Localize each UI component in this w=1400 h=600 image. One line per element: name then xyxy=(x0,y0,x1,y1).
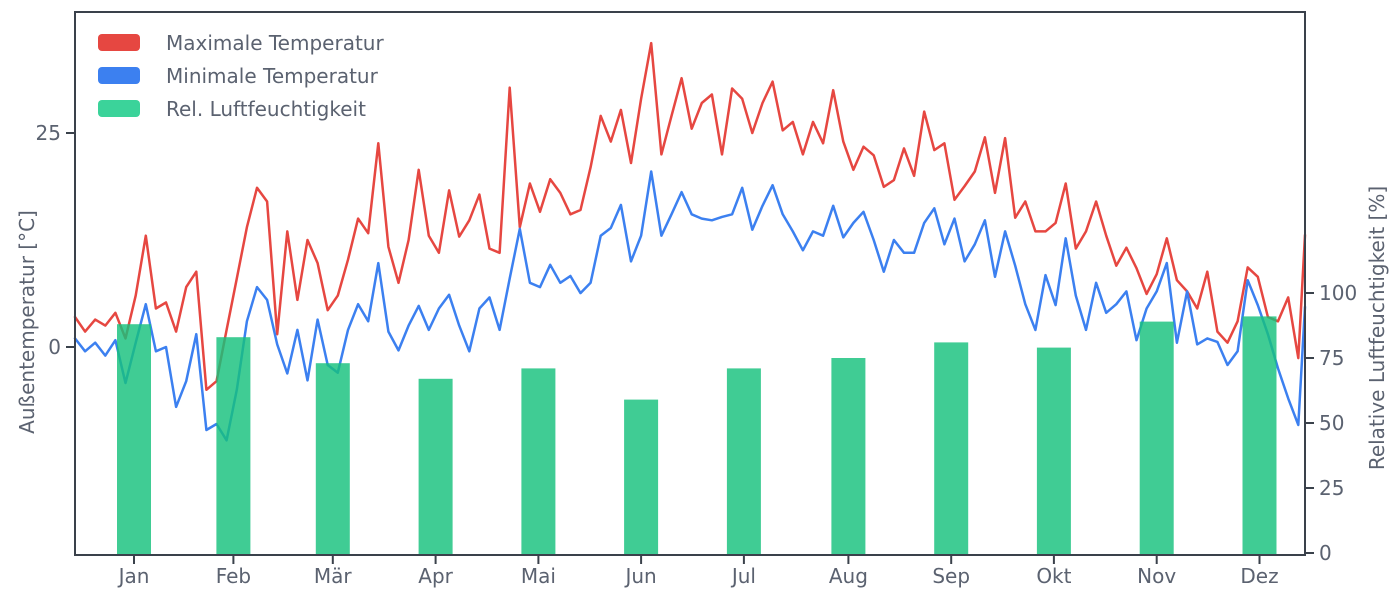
legend-item-humidity: Rel. Luftfeuchtigkeit xyxy=(98,92,384,125)
legend-label-max-temp: Maximale Temperatur xyxy=(166,30,384,55)
y-right-axis-title: Relative Luftfeuchtigkeit [%] xyxy=(1365,185,1389,471)
x-tick-label-dez: Dez xyxy=(1240,564,1278,588)
x-tick-label-jul: Jul xyxy=(730,564,756,588)
y-left-axis-title: Außentemperatur [°C] xyxy=(15,210,39,434)
x-tick-label-sep: Sep xyxy=(932,564,970,588)
max-temp-line xyxy=(73,41,1307,392)
humidity-bar-feb xyxy=(216,337,251,554)
y-right-tick-label: 0 xyxy=(1319,541,1332,565)
humidity-bar-okt xyxy=(1036,347,1071,554)
legend: Maximale Temperatur Minimale Temperatur … xyxy=(98,26,384,125)
x-tick-label-apr: Apr xyxy=(418,564,453,588)
humidity-bar-nov xyxy=(1139,321,1174,554)
min-temp-swatch-icon xyxy=(98,67,140,84)
humidity-bar-dez xyxy=(1242,316,1277,554)
y-left-tick-label: 25 xyxy=(36,121,61,145)
humidity-bar-jun xyxy=(624,399,659,554)
humidity-bar-mär xyxy=(315,363,350,554)
x-tick-label-okt: Okt xyxy=(1036,564,1071,588)
humidity-bar-jul xyxy=(726,368,761,554)
max-temp-swatch-icon xyxy=(98,34,140,51)
y-left-tick-label: 0 xyxy=(48,335,61,359)
legend-label-humidity: Rel. Luftfeuchtigkeit xyxy=(166,96,366,121)
x-tick-label-aug: Aug xyxy=(829,564,868,588)
min-temp-line xyxy=(73,170,1307,442)
x-tick-label-feb: Feb xyxy=(216,564,251,588)
y-right-tick-label: 25 xyxy=(1319,476,1344,500)
x-tick-label-jun: Jun xyxy=(623,564,656,588)
humidity-bar-mai xyxy=(521,368,556,554)
humidity-bar-apr xyxy=(418,378,453,554)
legend-item-min-temp: Minimale Temperatur xyxy=(98,59,384,92)
humidity-bar-jan xyxy=(117,324,151,554)
y-right-tick-label: 100 xyxy=(1319,281,1357,305)
humidity-swatch-icon xyxy=(98,100,140,117)
legend-item-max-temp: Maximale Temperatur xyxy=(98,26,384,59)
y-right-tick-label: 75 xyxy=(1319,346,1344,370)
humidity-bar-aug xyxy=(831,358,866,554)
humidity-bar-sep xyxy=(934,342,969,554)
legend-label-min-temp: Minimale Temperatur xyxy=(166,63,378,88)
x-tick-label-mai: Mai xyxy=(521,564,556,588)
x-tick-label-nov: Nov xyxy=(1137,564,1176,588)
x-tick-label-jan: Jan xyxy=(117,564,150,588)
y-right-tick-label: 50 xyxy=(1319,411,1344,435)
x-tick-label-mär: Mär xyxy=(314,564,353,588)
plot-border xyxy=(74,11,1306,556)
